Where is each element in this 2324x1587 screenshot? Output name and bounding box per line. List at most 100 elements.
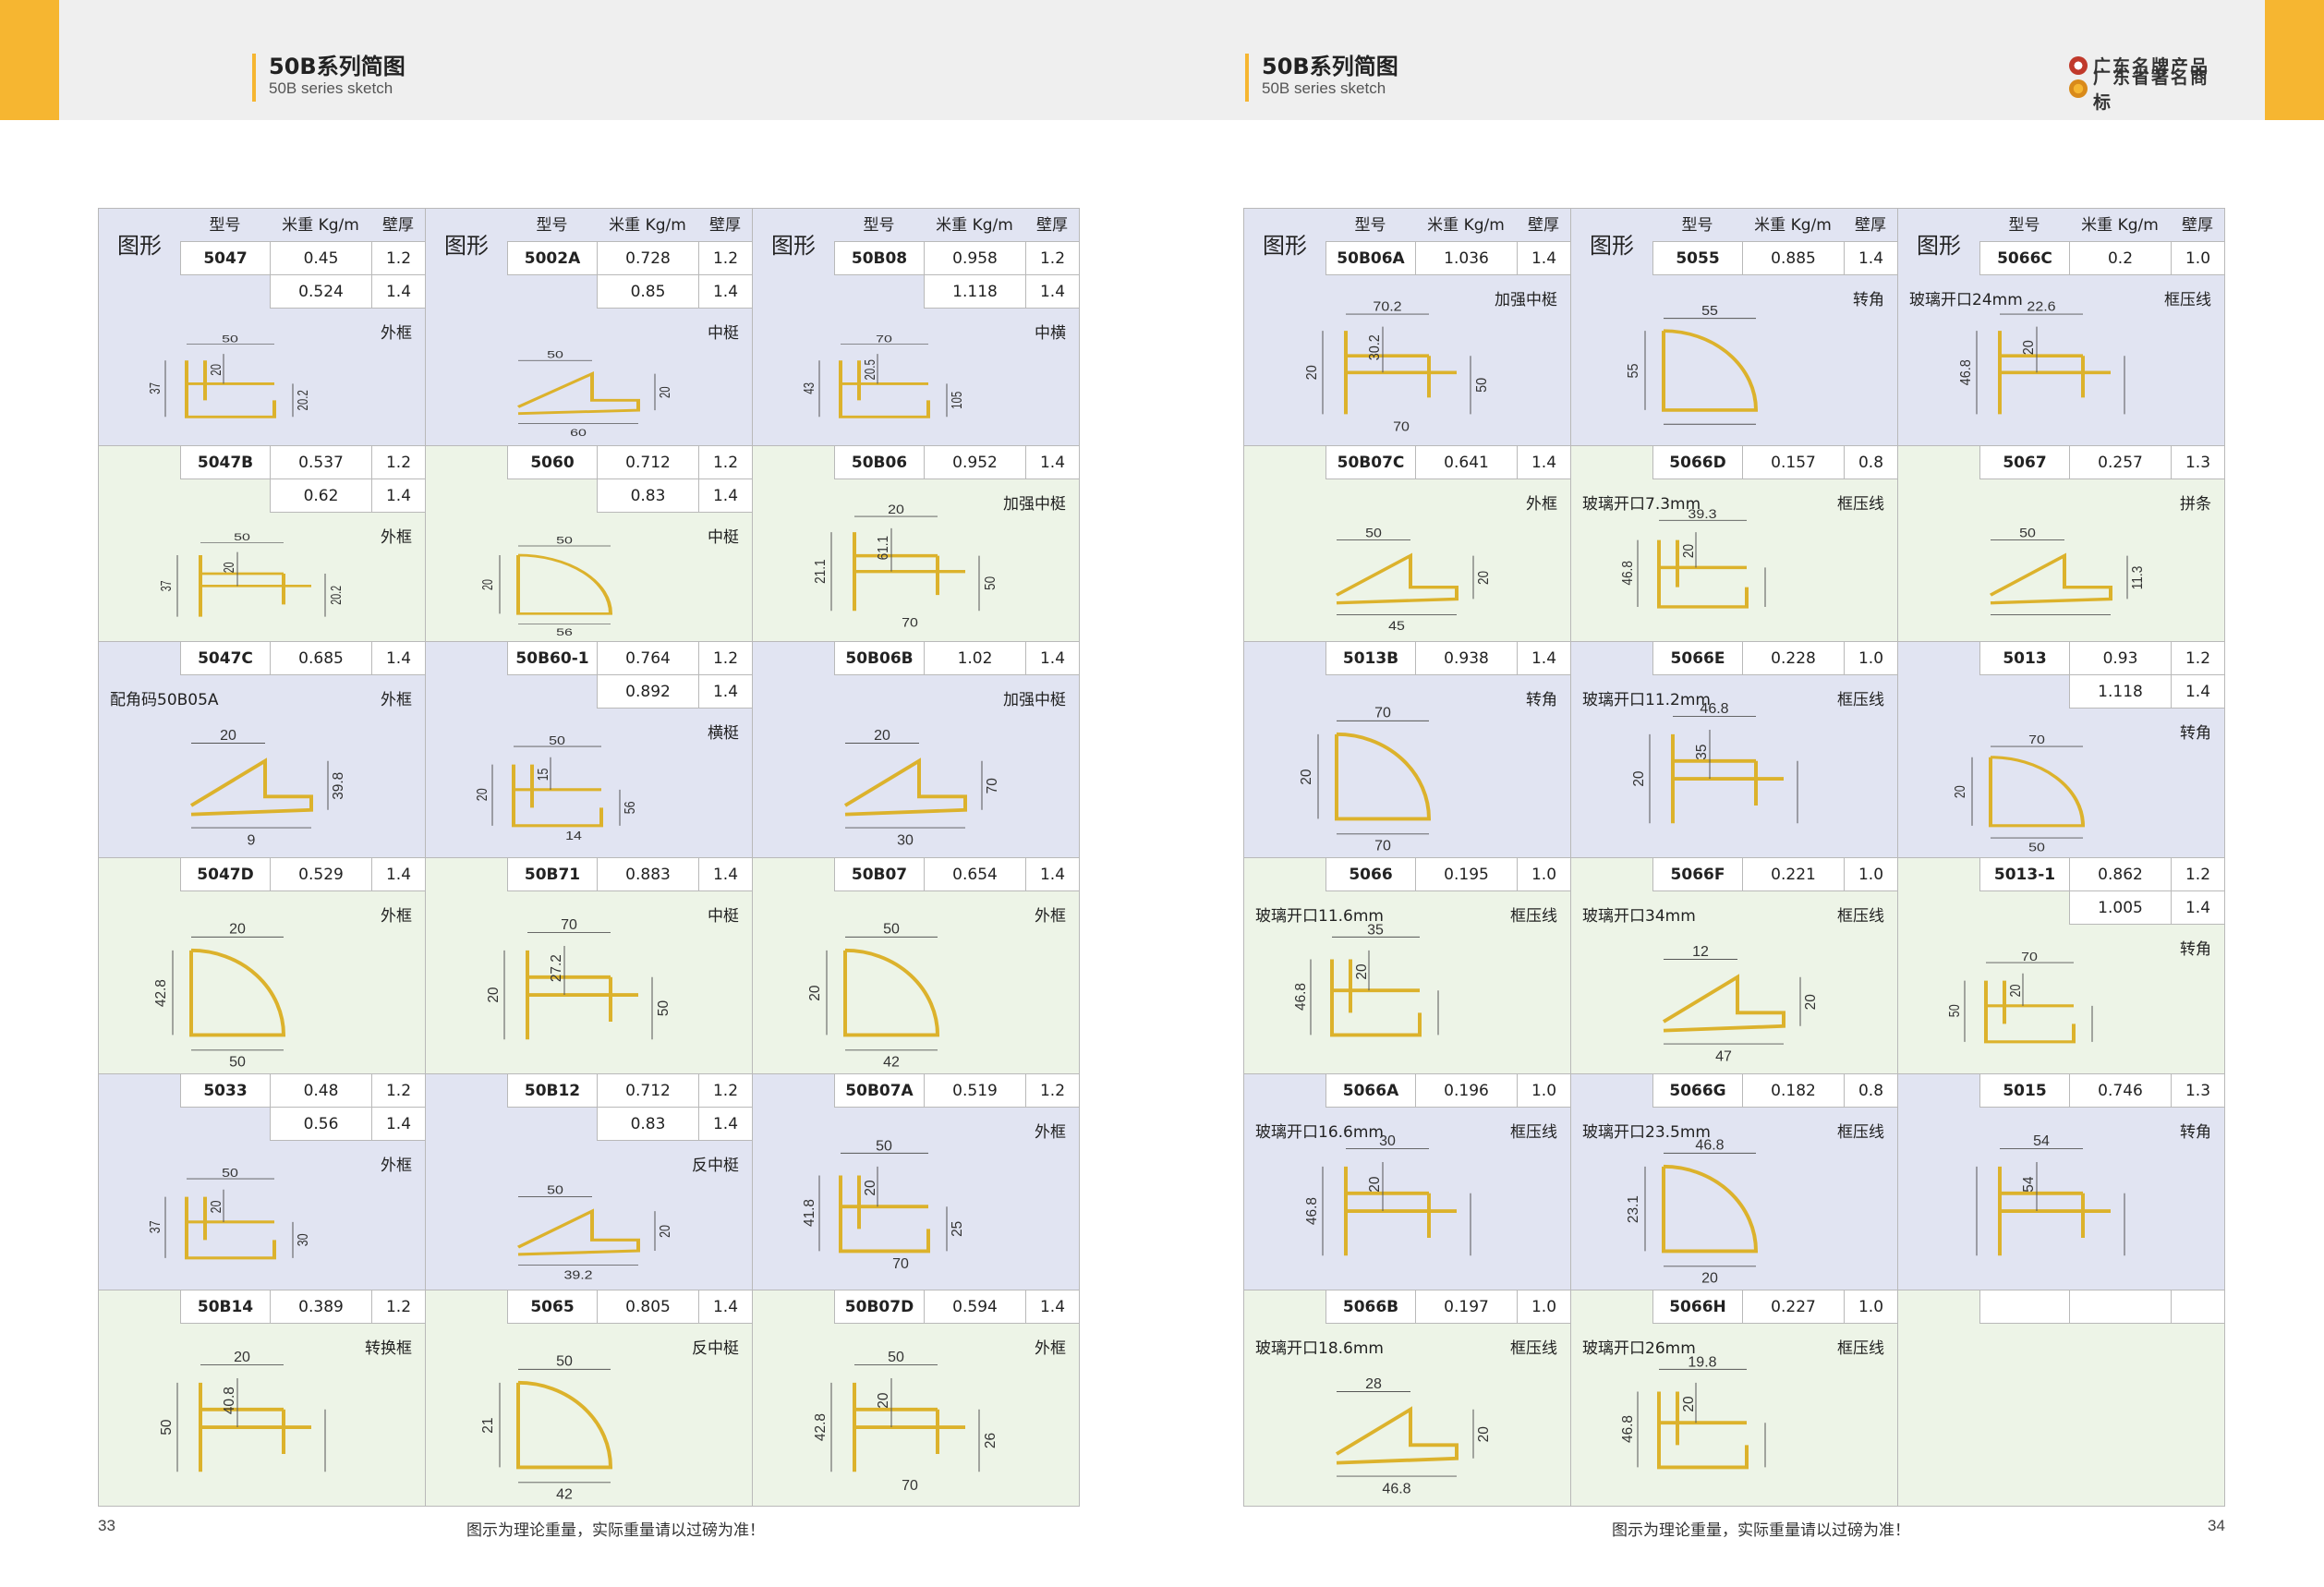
weight-value: 0.389 — [270, 1290, 371, 1324]
dim-label: 20 — [1701, 1271, 1718, 1287]
sketch-canvas: 22.6 20 46.8 — [1958, 299, 2125, 415]
weight-value: 0.227 — [1742, 1290, 1844, 1324]
weight-value: 0.764 — [597, 642, 698, 675]
sketch-canvas: 20 70 30 — [843, 728, 1000, 849]
weight-value: 0.83 — [597, 479, 698, 513]
profile-sketch: 46.8 35 20 — [1631, 701, 1798, 824]
dim-label: 20 — [2008, 985, 2025, 998]
thickness-value: 1.0 — [1517, 1074, 1570, 1108]
dim-label: 20 — [1304, 365, 1321, 380]
dim-label: 20 — [1354, 963, 1370, 979]
dim-label: 20 — [221, 562, 237, 573]
dim-label: 20 — [1476, 571, 1492, 585]
model-header: 型号 — [1354, 216, 1386, 235]
model-header: 型号 — [863, 216, 895, 235]
profile-sketch: 20 39.8 9 — [189, 728, 346, 849]
profile-type-label: 反中梃 — [692, 1339, 739, 1358]
dim-label: 45 — [1388, 620, 1405, 634]
thickness-value: 1.4 — [1025, 642, 1079, 675]
dim-label: 50 — [547, 348, 563, 360]
left-page-heading: 50B系列简图 50B series sketch — [252, 54, 405, 102]
thickness-value: 1.2 — [1025, 242, 1079, 275]
weight-value: 0.885 — [1742, 242, 1844, 275]
dimension-lines — [1991, 539, 2128, 615]
thickness-value: 1.4 — [2171, 675, 2224, 709]
dimension-lines — [1644, 318, 1756, 425]
spec-row: 0.83 1.4 — [597, 479, 752, 513]
profile-outline — [516, 371, 640, 416]
weight-header: 米重 Kg/m — [2081, 216, 2159, 235]
figure-header: 图形 — [1917, 233, 1961, 259]
dimension-lines — [518, 359, 656, 424]
dim-label: 20 — [220, 728, 236, 744]
model-number: 5013 — [1979, 642, 2069, 675]
spec-row: 5047D 0.529 1.4 — [180, 858, 425, 891]
weight-value: 0.641 — [1415, 446, 1517, 479]
spec-row: 0.62 1.4 — [270, 479, 425, 513]
dim-label: 60 — [570, 427, 587, 439]
profile-cell: 图形 型号 米重 Kg/m 壁厚 50B08 0.958 1.2 1.118 1.4 中横 70 20… — [752, 208, 1080, 446]
dim-label: 39.3 — [1688, 508, 1716, 522]
spec-row: 5015 0.746 1.3 — [1979, 1074, 2224, 1108]
dim-label: 50 — [2019, 527, 2036, 540]
profile-outline — [1657, 539, 1749, 609]
profile-cell: 50B07D 0.594 1.4 外框 50 20 42.8 26 70 — [752, 1290, 1080, 1507]
weight-value: 0.195 — [1415, 858, 1517, 891]
profile-sketch: 50 20 45 — [1335, 527, 1493, 634]
profile-sketch: 50 20 42 — [807, 922, 940, 1070]
sketch-canvas: 50 20 45 — [1335, 527, 1493, 634]
profile-cell: 50B06B 1.02 1.4 加强中梃 20 70 30 — [752, 642, 1080, 858]
dim-label: 27.2 — [549, 954, 564, 982]
profile-sketch: 70 20 50 — [1953, 734, 2086, 854]
dim-label: 47 — [1715, 1049, 1732, 1065]
thickness-value: 1.4 — [2171, 891, 2224, 925]
dim-label: 21 — [480, 1418, 496, 1434]
weight-value: 0.892 — [597, 675, 698, 709]
dim-label: 37 — [148, 1220, 164, 1233]
column-header: 型号 米重 Kg/m 壁厚 — [1244, 209, 1570, 242]
model-number: 5055 — [1652, 242, 1742, 275]
profile-sketch: 70 20 70 — [1299, 706, 1432, 854]
profile-outline — [1662, 1164, 1759, 1254]
sketch-canvas: 50 11.3 — [1989, 527, 2147, 615]
dim-label: 37 — [158, 580, 175, 591]
weight-value: 0.524 — [270, 275, 371, 309]
dim-label: 39.8 — [331, 772, 346, 800]
sketch-canvas: 70 20 50 — [1953, 734, 2086, 854]
brand-badges: 广东名牌产品 广东省著名商标 — [2069, 54, 2226, 113]
profile-outline — [516, 553, 613, 615]
dimension-lines — [1976, 1148, 2125, 1256]
profile-note: 玻璃开口11.2mm — [1582, 691, 1711, 709]
dim-label: 61.1 — [876, 536, 891, 560]
dim-label: 37 — [146, 382, 163, 394]
dimension-lines — [826, 936, 938, 1051]
dim-label: 70 — [902, 616, 918, 630]
spec-row — [1979, 1290, 2224, 1324]
weight-value: 0.221 — [1742, 858, 1844, 891]
dim-label: 50 — [234, 532, 250, 543]
sketch-canvas: 50 21 42 — [480, 1354, 613, 1502]
left-page-title: 50B系列简图 — [269, 54, 405, 79]
dimension-lines — [1976, 313, 2125, 415]
sketch-canvas: 35 20 46.8 — [1293, 923, 1439, 1037]
dim-label: 30 — [296, 1233, 312, 1246]
profile-outline — [853, 1382, 965, 1472]
profile-type-label: 框压线 — [2164, 291, 2211, 309]
spec-row: 5066B 0.197 1.0 — [1325, 1290, 1570, 1324]
catalog-column: 图形 型号 米重 Kg/m 壁厚 50B08 0.958 1.2 1.118 1.4 中横 70 20… — [752, 208, 1080, 1507]
column-header: 型号 米重 Kg/m 壁厚 — [1571, 209, 1897, 242]
profile-cell: 图形 型号 米重 Kg/m 壁厚 5047 0.45 1.2 0.524 1.4 外框 50 20 37… — [98, 208, 426, 446]
profile-cell: 图形 型号 米重 Kg/m 壁厚 5055 0.885 1.4 转角 55 55 — [1570, 208, 1898, 446]
profile-outline — [1998, 1166, 2111, 1256]
profile-type-label: 框压线 — [1837, 691, 1884, 709]
weight-value: 0.228 — [1742, 642, 1844, 675]
thickness-value: 1.4 — [1517, 242, 1570, 275]
thickness-value: 1.0 — [1517, 1290, 1570, 1324]
model-number — [1979, 1290, 2069, 1324]
dim-label: 12 — [1692, 944, 1709, 960]
profile-sketch: 22.6 20 46.8 — [1958, 299, 2125, 415]
profile-note: 玻璃开口23.5mm — [1582, 1123, 1711, 1142]
model-number: 50B07D — [834, 1290, 924, 1324]
dim-label: 28 — [1365, 1376, 1382, 1392]
profile-type-label: 加强中梃 — [1003, 495, 1066, 514]
